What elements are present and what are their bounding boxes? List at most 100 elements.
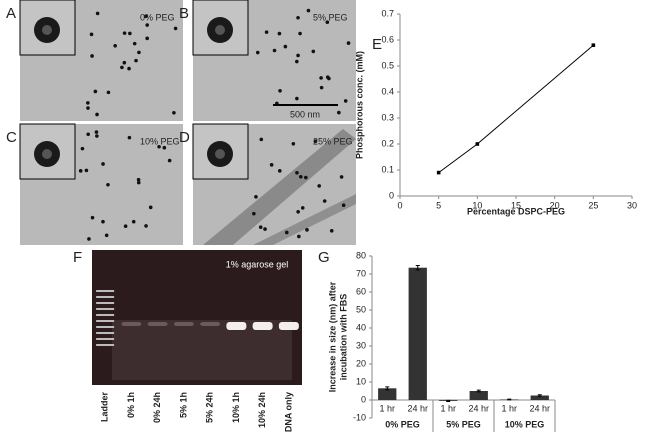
particle	[264, 30, 269, 34]
scale-label: 500 nm	[290, 109, 320, 119]
particle	[157, 144, 161, 149]
particle	[317, 184, 322, 188]
particle	[296, 209, 300, 214]
particle	[319, 85, 324, 90]
panel-caption: 5% PEG	[313, 12, 348, 22]
particle	[89, 32, 94, 37]
data-point	[436, 170, 441, 175]
x-tick-label: 25	[588, 200, 598, 210]
particle	[143, 14, 148, 19]
inset-core	[42, 149, 52, 159]
dna-band	[200, 322, 221, 326]
panel-caption: 25% PEG	[313, 136, 353, 146]
particle	[277, 169, 282, 173]
particle	[319, 76, 323, 80]
particle	[306, 8, 311, 13]
error-bar	[507, 398, 512, 401]
ladder-band	[96, 302, 115, 304]
group-label: 10% PEG	[505, 419, 545, 429]
particle	[144, 224, 148, 228]
y-tick-label: 30	[356, 340, 366, 350]
dna-band	[278, 322, 299, 330]
group-label: 0% PEG	[385, 419, 420, 429]
y-tick-label: 0	[361, 394, 366, 404]
y-tick-label: 0.2	[381, 138, 394, 148]
lane-label: 10% 1h	[231, 392, 241, 423]
particle	[127, 66, 131, 71]
lane-label: 5% 1h	[178, 392, 188, 418]
particle	[106, 90, 111, 95]
y-tick-label: 10	[356, 376, 366, 386]
fiber	[253, 194, 356, 245]
particle	[134, 58, 138, 63]
y-tick-label: 80	[356, 250, 366, 260]
error-bar	[446, 399, 451, 402]
x-axis-label: Percentage DSPC-PEG	[467, 206, 565, 216]
particle	[172, 110, 176, 115]
particle	[122, 31, 127, 35]
bar	[530, 395, 549, 400]
group-label: 5% PEG	[446, 419, 481, 429]
particle	[90, 215, 95, 220]
particle	[173, 26, 178, 31]
particle	[259, 137, 264, 142]
x-tick-label: 5	[436, 200, 441, 210]
panel-label: A	[6, 5, 16, 22]
particle	[278, 88, 282, 93]
panel-label: D	[179, 129, 190, 146]
ladder-band	[96, 344, 115, 346]
panel-label: F	[73, 249, 82, 266]
particle	[128, 31, 132, 36]
y-tick-label: 0	[389, 190, 394, 200]
particle	[95, 134, 99, 138]
y-axis-label: Increase in size (nm) after	[327, 281, 337, 392]
x-tick-label: 30	[627, 200, 637, 210]
particle	[122, 60, 127, 65]
particle	[123, 224, 128, 229]
particle	[132, 41, 137, 46]
particle	[297, 234, 301, 239]
x-tick-label: 1 hr	[440, 403, 456, 413]
panel-caption: 0% PEG	[140, 12, 175, 22]
particle	[104, 233, 109, 238]
particle	[136, 177, 141, 182]
y-tick-label: 20	[356, 358, 366, 368]
particle	[86, 132, 90, 137]
particle	[106, 182, 110, 187]
particle	[137, 50, 141, 55]
bar	[378, 388, 397, 400]
particle	[78, 169, 83, 173]
particle	[252, 211, 256, 216]
panel-label: G	[318, 249, 330, 266]
error-bar	[537, 394, 542, 397]
y-tick-label: 50	[356, 304, 366, 314]
particle	[339, 175, 344, 179]
y-tick-label: 0.1	[381, 164, 394, 174]
error-bar	[476, 389, 481, 393]
panel-label: C	[6, 129, 17, 146]
particle	[291, 141, 296, 146]
ladder-band	[96, 296, 115, 298]
particle	[343, 99, 348, 103]
inset-core	[215, 25, 225, 35]
particle	[167, 158, 172, 163]
particle	[95, 112, 99, 117]
x-tick-label: 24 hr	[407, 403, 428, 413]
particle	[329, 228, 334, 233]
x-tick-label: 24 hr	[529, 403, 550, 413]
particle	[337, 110, 341, 115]
particle	[298, 31, 302, 36]
particle	[299, 174, 303, 179]
ladder-band	[96, 290, 115, 292]
dna-band	[121, 322, 142, 326]
particle	[148, 205, 153, 210]
lane-label: 0% 1h	[126, 392, 136, 418]
particle	[295, 170, 299, 175]
error-bar	[385, 386, 390, 391]
ladder-band	[96, 308, 115, 310]
particle	[311, 49, 316, 54]
particle	[296, 15, 300, 20]
panel-caption: 10% PEG	[140, 136, 180, 146]
particle	[295, 59, 299, 64]
